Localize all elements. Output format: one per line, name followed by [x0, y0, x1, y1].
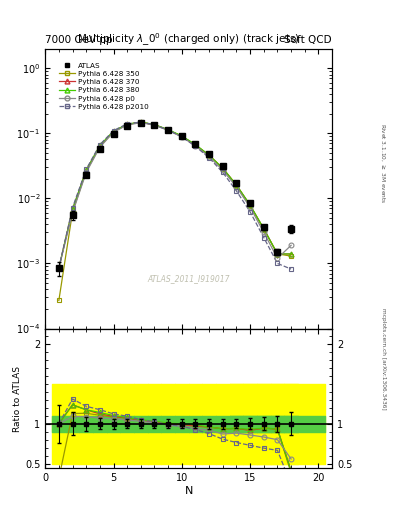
Text: 7000 GeV pp: 7000 GeV pp: [45, 35, 113, 45]
Legend: ATLAS, Pythia 6.428 350, Pythia 6.428 370, Pythia 6.428 380, Pythia 6.428 p0, Py: ATLAS, Pythia 6.428 350, Pythia 6.428 37…: [57, 60, 151, 112]
Title: Multiplicity $\lambda\_0^0$ (charged only) (track jets): Multiplicity $\lambda\_0^0$ (charged onl…: [77, 31, 300, 48]
Text: mcplots.cern.ch [arXiv:1306.3436]: mcplots.cern.ch [arXiv:1306.3436]: [381, 308, 386, 409]
X-axis label: N: N: [184, 486, 193, 496]
Text: Rivet 3.1.10, $\geq$ 3M events: Rivet 3.1.10, $\geq$ 3M events: [379, 123, 387, 204]
Text: ATLAS_2011_I919017: ATLAS_2011_I919017: [147, 273, 230, 283]
Y-axis label: Ratio to ATLAS: Ratio to ATLAS: [13, 366, 22, 432]
Text: Soft QCD: Soft QCD: [285, 35, 332, 45]
